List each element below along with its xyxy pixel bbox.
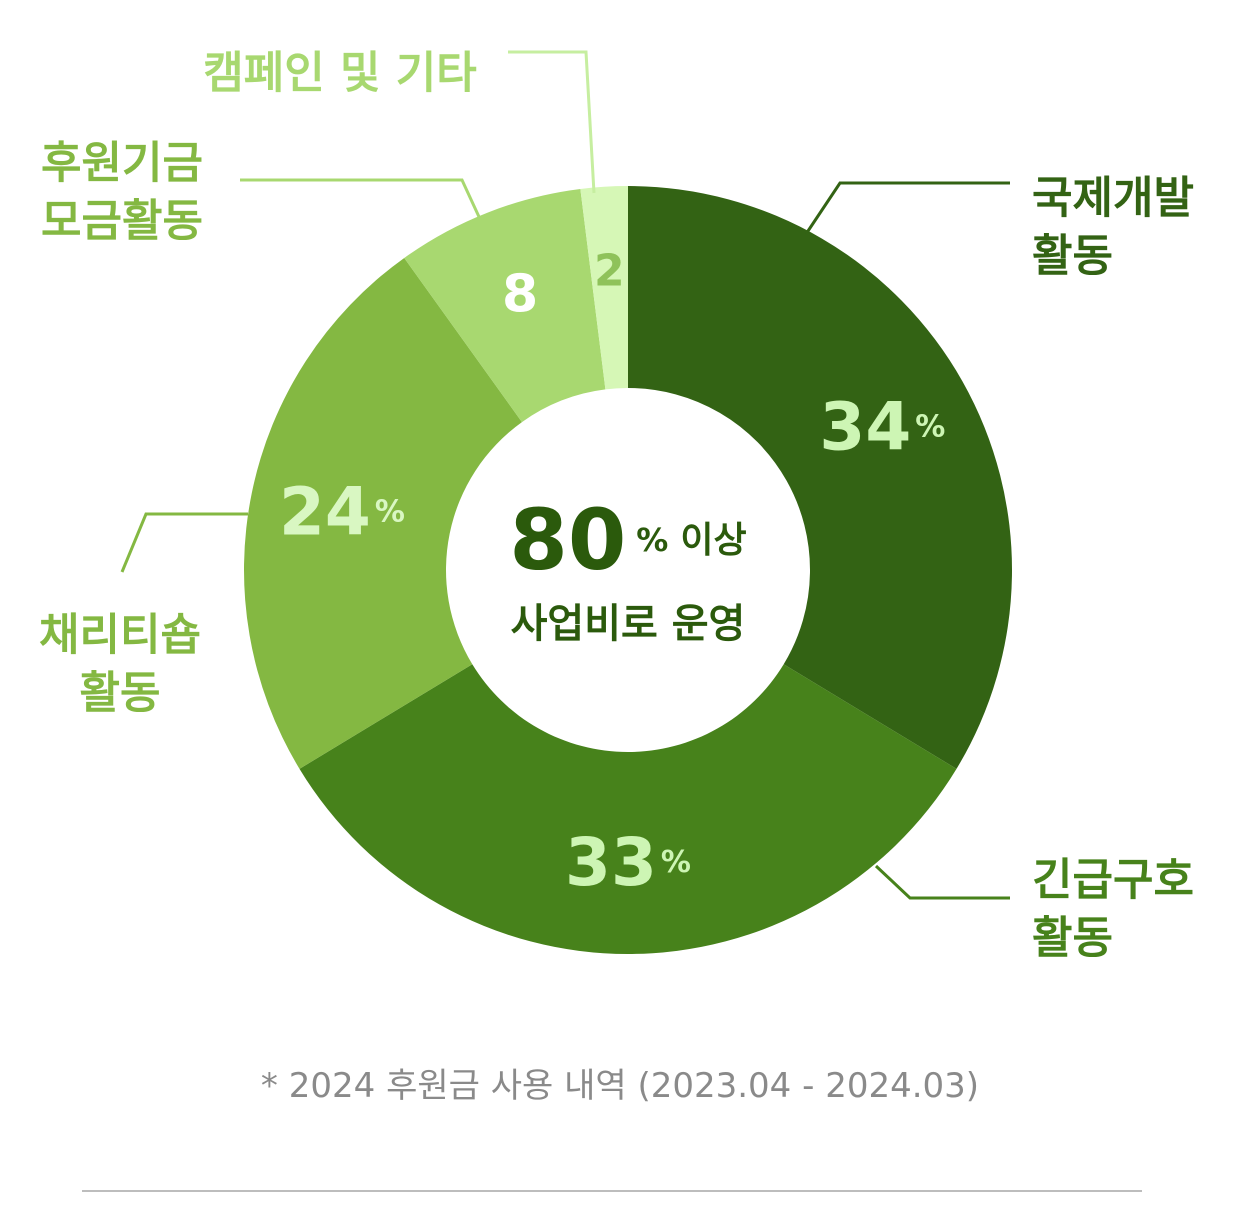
center-subline: 사업비로 운영 xyxy=(511,601,746,647)
pie-slice-3 xyxy=(404,188,606,423)
leader-line-4 xyxy=(508,50,596,194)
slice-value-label-3: 8 xyxy=(502,264,538,324)
slice-value-label-0: 34% xyxy=(819,388,945,465)
category-label-0-1: 활동 xyxy=(1032,231,1113,282)
leader-line-0 xyxy=(804,181,1010,235)
category-label-3-0: 후원기금 xyxy=(41,138,203,189)
pie-slice-2 xyxy=(244,257,522,769)
leader-line-2 xyxy=(120,512,248,573)
category-label-2-0: 채리티숍 xyxy=(39,610,201,661)
slice-value-label-4: 2 xyxy=(594,245,625,296)
category-label-2-1: 활동 xyxy=(80,668,161,719)
leader-line-3 xyxy=(240,178,482,220)
footnote: * 2024 후원금 사용 내역 (2023.04 - 2024.03) xyxy=(260,1066,980,1106)
slice-value-label-1: 33% xyxy=(565,824,691,901)
leader-line-1 xyxy=(874,864,1010,900)
category-label-1-0: 긴급구호 xyxy=(1032,855,1194,906)
bottom-divider xyxy=(82,1190,1142,1192)
pie-slice-1 xyxy=(299,664,957,954)
slice-value-label-2: 24% xyxy=(279,473,405,550)
category-label-4-0: 캠페인 및 기타 xyxy=(203,48,477,99)
pie-slice-0 xyxy=(628,186,1013,769)
category-label-1-1: 활동 xyxy=(1032,913,1113,964)
category-label-0-0: 국제개발 xyxy=(1032,173,1194,224)
center-headline: 80% 이상 xyxy=(509,491,746,589)
category-label-3-1: 모금활동 xyxy=(41,196,203,247)
pie-slice-4 xyxy=(580,186,628,390)
